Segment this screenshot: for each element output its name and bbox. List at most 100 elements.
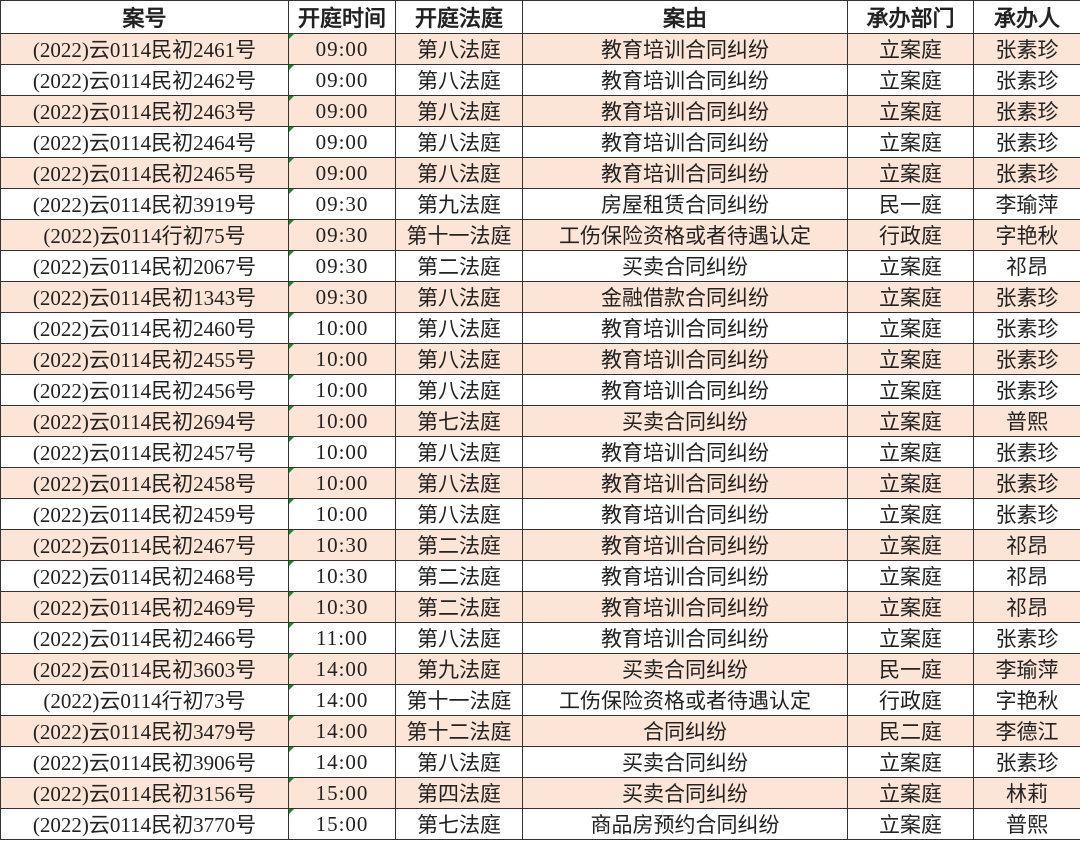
- header-cause: 案由: [522, 0, 848, 34]
- cause-cell: 教育培训合同纠纷: [522, 436, 848, 468]
- courtroom-cell: 第二法庭: [395, 591, 523, 623]
- case-number-cell: (2022)云0114民初2468号: [0, 560, 289, 592]
- case-number-cell: (2022)云0114民初2463号: [0, 95, 289, 127]
- department-cell: 立案庭: [847, 157, 974, 189]
- cause-cell: 教育培训合同纠纷: [522, 64, 848, 96]
- department-cell: 立案庭: [847, 746, 974, 778]
- courtroom-cell: 第十二法庭: [395, 715, 523, 747]
- judge-cell: 张素珍: [973, 95, 1080, 127]
- department-cell: 立案庭: [847, 343, 974, 375]
- courtroom-cell: 第九法庭: [395, 653, 523, 685]
- judge-cell: 张素珍: [973, 343, 1080, 375]
- case-number-cell: (2022)云0114行初75号: [0, 219, 289, 251]
- table-row: (2022)云0114民初2463号 09:00 第八法庭 教育培训合同纠纷 立案庭 张素…: [0, 95, 1080, 127]
- judge-cell: 字艳秋: [973, 219, 1080, 251]
- cause-cell: 买卖合同纠纷: [522, 250, 848, 282]
- department-cell: 民二庭: [847, 715, 974, 747]
- table-row: (2022)云0114民初2455号 10:00 第八法庭 教育培训合同纠纷 立案庭 张素…: [0, 343, 1080, 375]
- cause-cell: 合同纠纷: [522, 715, 848, 747]
- courtroom-cell: 第十一法庭: [395, 684, 523, 716]
- judge-cell: 张素珍: [973, 281, 1080, 313]
- hearing-time-cell: 09:00: [288, 126, 396, 158]
- judge-cell: 普熙: [973, 808, 1080, 840]
- courtroom-cell: 第八法庭: [395, 33, 523, 65]
- judge-cell: 林莉: [973, 777, 1080, 809]
- case-number-cell: (2022)云0114民初2464号: [0, 126, 289, 158]
- department-cell: 立案庭: [847, 498, 974, 530]
- courtroom-cell: 第八法庭: [395, 64, 523, 96]
- case-number-cell: (2022)云0114民初2467号: [0, 529, 289, 561]
- table-row: (2022)云0114民初3919号 09:30 第九法庭 房屋租赁合同纠纷 民一庭 李瑜…: [0, 188, 1080, 220]
- department-cell: 立案庭: [847, 281, 974, 313]
- department-cell: 立案庭: [847, 312, 974, 344]
- hearing-time-cell: 10:30: [288, 591, 396, 623]
- hearing-time-cell: 15:00: [288, 777, 396, 809]
- hearing-time-cell: 10:00: [288, 467, 396, 499]
- department-cell: 行政庭: [847, 219, 974, 251]
- case-number-cell: (2022)云0114民初2459号: [0, 498, 289, 530]
- hearing-time-cell: 09:30: [288, 219, 396, 251]
- judge-cell: 张素珍: [973, 374, 1080, 406]
- courtroom-cell: 第八法庭: [395, 126, 523, 158]
- cause-cell: 教育培训合同纠纷: [522, 157, 848, 189]
- table-row: (2022)云0114民初2467号 10:30 第二法庭 教育培训合同纠纷 立案庭 祁昂: [0, 529, 1080, 561]
- hearing-time-cell: 09:00: [288, 33, 396, 65]
- judge-cell: 张素珍: [973, 436, 1080, 468]
- courtroom-cell: 第二法庭: [395, 529, 523, 561]
- cause-cell: 教育培训合同纠纷: [522, 374, 848, 406]
- table-row: (2022)云0114民初1343号 09:30 第八法庭 金融借款合同纠纷 立案庭 张素…: [0, 281, 1080, 313]
- courtroom-cell: 第八法庭: [395, 157, 523, 189]
- table-row: (2022)云0114民初2460号 10:00 第八法庭 教育培训合同纠纷 立案庭 张素…: [0, 312, 1080, 344]
- department-cell: 立案庭: [847, 467, 974, 499]
- table-body: (2022)云0114民初2461号 09:00 第八法庭 教育培训合同纠纷 立案庭 张素…: [0, 33, 1080, 840]
- header-department: 承办部门: [847, 0, 974, 34]
- cause-cell: 教育培训合同纠纷: [522, 591, 848, 623]
- case-number-cell: (2022)云0114民初3156号: [0, 777, 289, 809]
- hearing-time-cell: 15:00: [288, 808, 396, 840]
- courtroom-cell: 第十一法庭: [395, 219, 523, 251]
- cause-cell: 教育培训合同纠纷: [522, 343, 848, 375]
- hearing-time-cell: 14:00: [288, 715, 396, 747]
- department-cell: 立案庭: [847, 560, 974, 592]
- hearing-time-cell: 10:30: [288, 560, 396, 592]
- hearing-time-cell: 14:00: [288, 653, 396, 685]
- cause-cell: 工伤保险资格或者待遇认定: [522, 219, 848, 251]
- hearing-time-cell: 09:30: [288, 281, 396, 313]
- table-row: (2022)云0114民初2459号 10:00 第八法庭 教育培训合同纠纷 立案庭 张素…: [0, 498, 1080, 530]
- table-row: (2022)云0114民初2458号 10:00 第八法庭 教育培训合同纠纷 立案庭 张素…: [0, 467, 1080, 499]
- cause-cell: 教育培训合同纠纷: [522, 622, 848, 654]
- case-number-cell: (2022)云0114民初2469号: [0, 591, 289, 623]
- cause-cell: 教育培训合同纠纷: [522, 33, 848, 65]
- courtroom-cell: 第八法庭: [395, 343, 523, 375]
- table-row: (2022)云0114民初2067号 09:30 第二法庭 买卖合同纠纷 立案庭 祁昂: [0, 250, 1080, 282]
- hearing-time-cell: 10:00: [288, 498, 396, 530]
- judge-cell: 字艳秋: [973, 684, 1080, 716]
- case-number-cell: (2022)云0114民初2465号: [0, 157, 289, 189]
- cause-cell: 教育培训合同纠纷: [522, 560, 848, 592]
- hearing-time-cell: 10:00: [288, 312, 396, 344]
- judge-cell: 祁昂: [973, 560, 1080, 592]
- table-row: (2022)云0114民初2466号 11:00 第八法庭 教育培训合同纠纷 立案庭 张素…: [0, 622, 1080, 654]
- department-cell: 立案庭: [847, 33, 974, 65]
- table-row: (2022)云0114民初3156号 15:00 第四法庭 买卖合同纠纷 立案庭 林莉: [0, 777, 1080, 809]
- courtroom-cell: 第九法庭: [395, 188, 523, 220]
- cause-cell: 买卖合同纠纷: [522, 405, 848, 437]
- judge-cell: 张素珍: [973, 622, 1080, 654]
- case-number-cell: (2022)云0114民初2460号: [0, 312, 289, 344]
- header-row: 案号 开庭时间 开庭法庭 案由 承办部门 承办人: [0, 0, 1080, 34]
- hearing-time-cell: 10:00: [288, 436, 396, 468]
- table-row: (2022)云0114民初3906号 14:00 第八法庭 买卖合同纠纷 立案庭 张素珍: [0, 746, 1080, 778]
- department-cell: 立案庭: [847, 250, 974, 282]
- header-courtroom: 开庭法庭: [395, 0, 523, 34]
- case-number-cell: (2022)云0114民初2461号: [0, 33, 289, 65]
- courtroom-cell: 第七法庭: [395, 808, 523, 840]
- judge-cell: 张素珍: [973, 64, 1080, 96]
- judge-cell: 张素珍: [973, 746, 1080, 778]
- department-cell: 立案庭: [847, 405, 974, 437]
- cause-cell: 商品房预约合同纠纷: [522, 808, 848, 840]
- judge-cell: 祁昂: [973, 591, 1080, 623]
- cause-cell: 教育培训合同纠纷: [522, 467, 848, 499]
- header-case-number: 案号: [0, 0, 289, 34]
- table-row: (2022)云0114民初2462号 09:00 第八法庭 教育培训合同纠纷 立案庭 张素…: [0, 64, 1080, 96]
- department-cell: 民一庭: [847, 188, 974, 220]
